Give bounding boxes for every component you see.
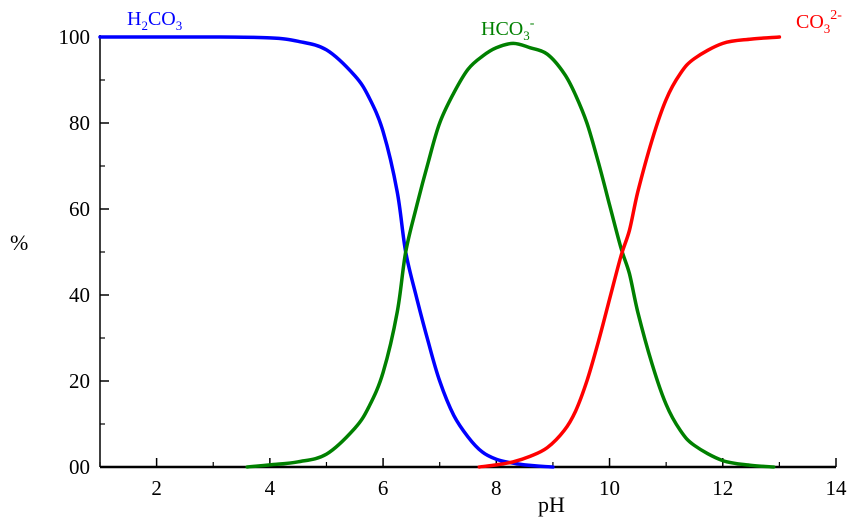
- x-tick-label: 12: [712, 476, 733, 500]
- label-co3: CO32-: [796, 8, 842, 36]
- y-tick-label: 60: [69, 197, 90, 221]
- label-hco3: HCO3-: [481, 16, 535, 43]
- y-axis-title: %: [10, 230, 28, 255]
- label-h2co3: H2CO3: [127, 8, 182, 33]
- y-tick-label: 100: [59, 25, 91, 49]
- axes: [99, 35, 836, 469]
- series-line-h2co3: [98, 35, 555, 469]
- series-layer: [98, 35, 782, 469]
- y-ticks: 00 20 40 60 80 100: [59, 25, 109, 479]
- series-line-co3: [477, 35, 782, 469]
- y-tick-label: 00: [69, 455, 90, 479]
- series-line-hco3: [245, 41, 776, 469]
- y-tick-label: 80: [69, 111, 90, 135]
- x-ticks: 2 4 6 8 10 12 14: [99, 458, 848, 500]
- x-tick-label: 2: [151, 476, 162, 500]
- x-tick-label: 8: [491, 476, 502, 500]
- y-tick-label: 40: [69, 283, 90, 307]
- x-axis-title: pH: [538, 492, 565, 517]
- x-tick-label: 6: [378, 476, 389, 500]
- x-tick-label: 14: [826, 476, 848, 500]
- x-tick-label: 4: [265, 476, 276, 500]
- y-tick-label: 20: [69, 369, 90, 393]
- x-tick-label: 10: [599, 476, 620, 500]
